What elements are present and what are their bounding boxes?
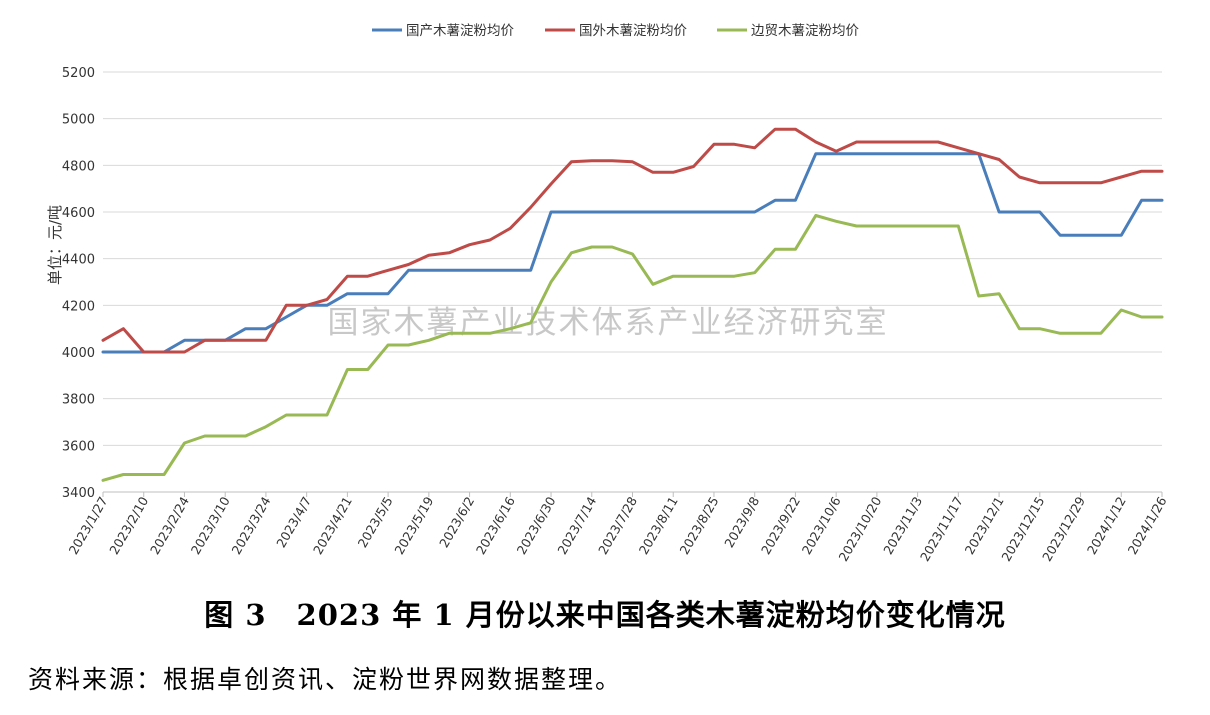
x-tick-label: 2023/3/10 (188, 494, 233, 557)
y-axis-label: 单位：元/吨 (46, 205, 64, 285)
x-tick-label: 2023/2/10 (106, 494, 151, 557)
x-tick-label: 2023/10/6 (799, 494, 844, 557)
x-tick-label: 2023/11/17 (917, 494, 966, 564)
x-tick-label: 2024/1/12 (1084, 494, 1129, 557)
x-tick-label: 2023/6/2 (436, 494, 477, 550)
x-tick-label: 2023/9/8 (721, 494, 762, 550)
x-tick-label: 2024/1/26 (1125, 494, 1170, 557)
legend-label-3: 边贸木薯淀粉均价 (751, 23, 859, 39)
x-tick-label: 2023/1/27 (66, 494, 111, 557)
x-tick-label: 2023/4/7 (273, 494, 314, 550)
gridlines (103, 71, 1162, 493)
y-tick-label: 4200 (62, 299, 95, 314)
series-line-2 (101, 127, 1164, 354)
x-tick-label: 2023/10/20 (835, 494, 884, 564)
x-tick-label: 2023/2/24 (147, 494, 192, 557)
watermark: 国家木薯产业技术体系产业经济研究室 (328, 305, 889, 341)
series-lines (101, 127, 1164, 482)
x-tick-label: 2023/7/28 (595, 494, 640, 557)
x-tick-label: 2023/5/19 (391, 494, 436, 557)
x-tick-label: 2023/11/3 (880, 494, 925, 557)
figure-caption: 图 3 2023 年 1 月份以来中国各类木薯淀粉均价变化情况 (204, 598, 1006, 632)
y-tick-label: 3400 (62, 486, 95, 501)
y-tick-label: 3800 (62, 393, 95, 408)
x-tick-label: 2023/8/25 (677, 494, 722, 557)
y-tick-label: 4000 (62, 346, 95, 361)
x-tick-label: 2023/4/21 (310, 494, 355, 557)
series-line-1 (101, 152, 1164, 354)
x-tick-label: 2023/5/5 (355, 494, 396, 550)
y-tick-label: 3600 (62, 439, 95, 454)
x-tick-label: 2023/12/29 (1039, 494, 1088, 564)
y-tick-label: 4400 (62, 253, 95, 268)
y-tick-label: 5000 (62, 113, 95, 128)
x-tick-label: 2023/12/1 (962, 494, 1007, 557)
y-tick-label: 4800 (62, 159, 95, 174)
x-tick-label: 2023/8/11 (636, 494, 681, 557)
series-line-3 (101, 214, 1164, 482)
y-tick-label: 5200 (62, 66, 95, 81)
x-tick-label: 2023/9/22 (758, 494, 803, 557)
x-tick-label: 2023/3/24 (228, 494, 273, 557)
x-tick-label: 2023/6/16 (473, 494, 518, 557)
legend-label-2: 国外木薯淀粉均价 (579, 23, 687, 39)
y-tick-label: 4600 (62, 206, 95, 221)
legend: 国产木薯淀粉均价 国外木薯淀粉均价 边贸木薯淀粉均价 (372, 23, 859, 39)
x-tick-label: 2023/7/14 (554, 494, 599, 557)
line-chart: 3400 3600 3800 4000 4200 4400 4600 4800 5000 5200… (46, 23, 1170, 564)
legend-label-1: 国产木薯淀粉均价 (406, 23, 514, 39)
x-tick-label: 2023/6/30 (514, 494, 559, 557)
source-note: 资料来源：根据卓创资讯、淀粉世界网数据整理。 (28, 665, 623, 694)
